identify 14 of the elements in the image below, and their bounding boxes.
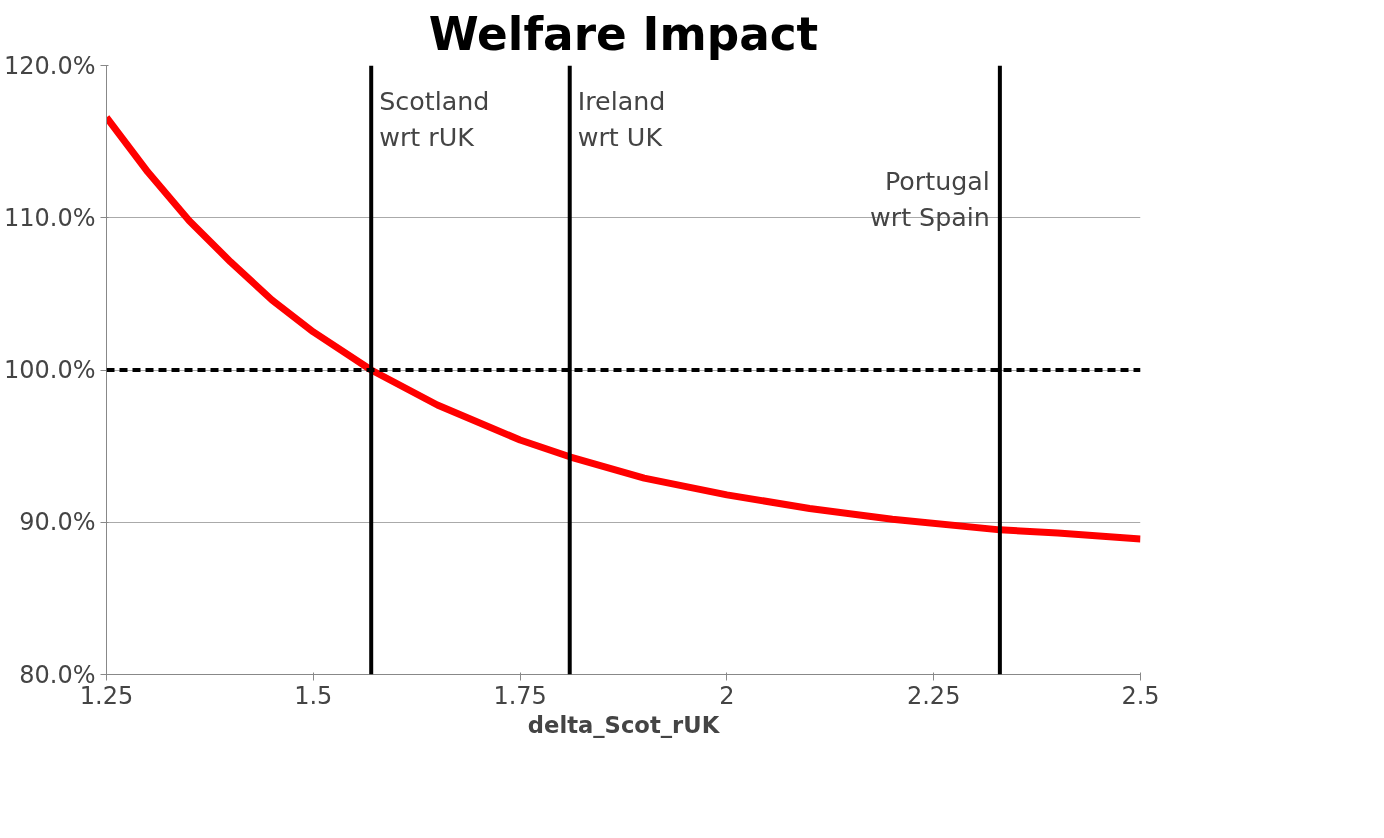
chart-title: Welfare Impact — [428, 7, 819, 61]
x-tick-label: 2.25 — [906, 681, 961, 710]
y-tick-label: 110.0% — [3, 203, 96, 232]
x-tick-label: 2 — [719, 681, 735, 710]
x-axis-title: delta_Scot_rUK — [527, 711, 721, 738]
x-tick-label: 2.5 — [1121, 681, 1160, 710]
y-tick-label: 90.0% — [19, 508, 96, 537]
ref-line-label: Portugal wrt Spain — [870, 165, 990, 232]
ref-line-label: Scotland wrt rUK — [379, 85, 490, 152]
x-tick-label: 1.5 — [294, 681, 333, 710]
ref-line-label: Ireland wrt UK — [577, 85, 666, 152]
x-tick-label: 1.75 — [493, 681, 547, 710]
y-tick-label: 100.0% — [3, 356, 96, 384]
y-tick-label: 120.0% — [3, 51, 96, 80]
